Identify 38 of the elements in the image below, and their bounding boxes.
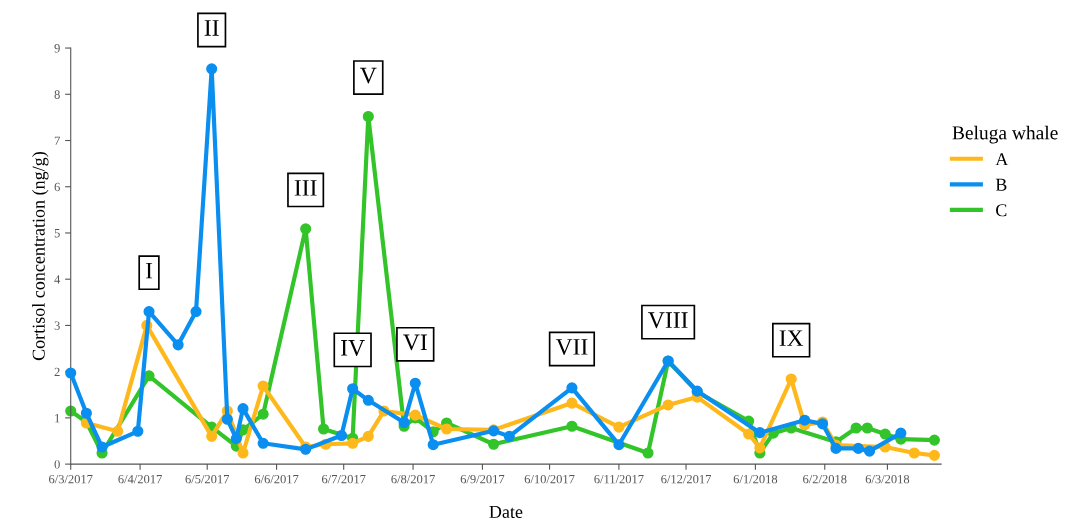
legend-title: Beluga whale xyxy=(952,125,1058,144)
x-tick-label: 6/12/2017 xyxy=(661,474,712,484)
x-tick-label: 6/11/2017 xyxy=(594,474,644,484)
x-tick-label: 6/3/2017 xyxy=(49,474,93,484)
x-tick-label: 6/7/2017 xyxy=(322,474,366,484)
x-tick-label: 6/6/2017 xyxy=(254,474,299,484)
y-tick-label: 0 xyxy=(54,460,60,469)
annotation: IX xyxy=(779,330,804,346)
annotation: VI xyxy=(403,334,427,351)
y-tick-label: 6 xyxy=(54,182,60,192)
annotation: V xyxy=(360,67,377,84)
y-tick-label: 9 xyxy=(54,44,60,53)
x-tick-label: 6/10/2017 xyxy=(524,474,575,484)
legend-label: B xyxy=(995,178,1007,191)
annotation: I xyxy=(145,262,153,279)
legend-label: C xyxy=(996,204,1007,217)
y-tick-label: 5 xyxy=(54,229,60,238)
x-tick-label: 6/5/2017 xyxy=(185,474,230,484)
y-tick-label: 3 xyxy=(54,321,60,330)
annotation: VIII xyxy=(648,312,688,329)
y-tick-label: 4 xyxy=(54,275,61,284)
legend-label: A xyxy=(995,153,1009,166)
y-tick-label: 1 xyxy=(55,413,60,423)
y-axis-title: Cortisol concentration (ng/g) xyxy=(32,152,49,361)
x-tick-label: 6/3/2018 xyxy=(865,474,910,484)
x-tick-label: 6/2/2018 xyxy=(803,474,847,484)
annotation: VII xyxy=(555,339,588,355)
annotation: II xyxy=(204,20,219,36)
y-tick-label: 7 xyxy=(54,136,60,145)
x-axis-title: Date xyxy=(489,506,523,519)
x-tick-label: 6/8/2017 xyxy=(391,474,435,484)
annotation: IV xyxy=(341,340,365,356)
annotation: III xyxy=(294,180,317,196)
x-tick-label: 6/4/2017 xyxy=(118,474,162,484)
x-tick-label: 6/1/2018 xyxy=(733,474,778,484)
y-tick-label: 2 xyxy=(54,367,60,376)
y-tick-label: 8 xyxy=(54,90,60,99)
x-tick-label: 6/9/2017 xyxy=(460,474,505,484)
